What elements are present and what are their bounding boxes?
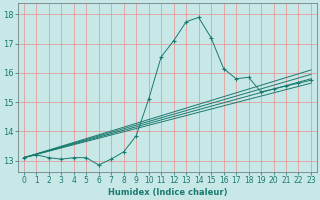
X-axis label: Humidex (Indice chaleur): Humidex (Indice chaleur) [108, 188, 227, 197]
